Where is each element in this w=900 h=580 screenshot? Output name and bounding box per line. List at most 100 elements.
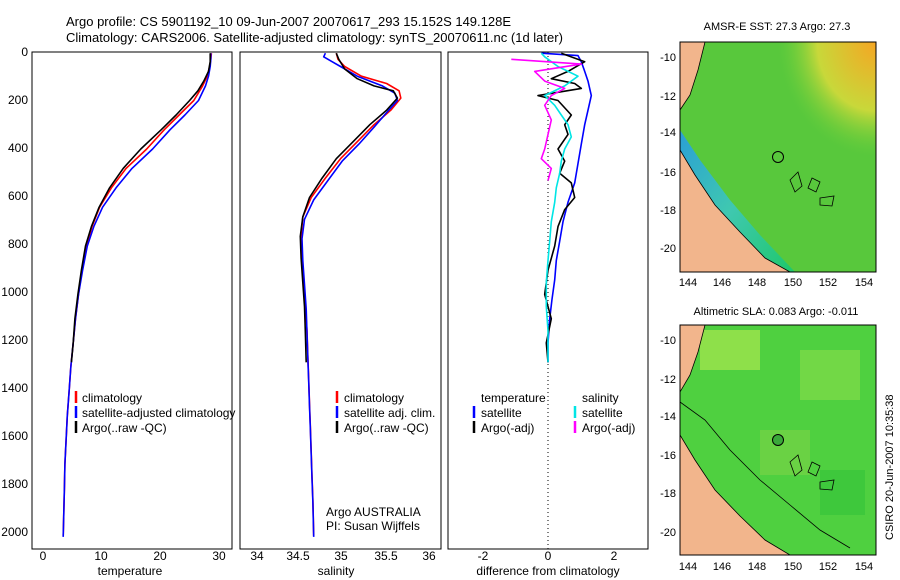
sst-map-lon-ticks: 144 146 148 150 152 154 [679,277,873,289]
legend-label-argo: Argo(..raw -QC) [82,421,167,435]
sla-queensland-land [680,434,791,555]
sla-map-lat-ticks: -10 -12 -14 -16 -18 -20 [660,335,676,539]
salinity-tick-34-5: 34.5 [286,549,310,563]
map-lon-tick: 148 [748,277,766,289]
sst-reef-islands [789,171,835,207]
sla-patch-north [700,330,760,370]
series-line-argo-raw-qc [70,53,211,363]
legend-title-temperature: temperature [481,391,546,405]
side-timestamp: CSIRO 20-Jun-2007 10:35:38 [884,394,896,540]
salinity-plot-frame [239,51,442,550]
sla-map-title: Altimetric SLA: 0.083 Argo: -0.011 [694,306,859,318]
map-lat-tick: -18 [660,205,676,217]
header-line-1: Argo profile: CS 5901192_10 09-Jun-2007 … [66,14,511,29]
map-lon-tick: 152 [819,277,837,289]
temperature-tick-30: 30 [212,549,226,563]
legend-label-climatology: climatology [82,391,142,405]
temperature-xlabel: temperature [98,564,163,578]
salinity-legend: climatology satellite adj. clim. Argo(..… [335,391,435,435]
map-lat-tick: -10 [660,335,676,347]
header-line-2: Climatology: CARS2006. Satellite-adjuste… [66,30,563,45]
map-lat-tick: -16 [660,450,676,462]
map-lon-tick: 154 [855,561,873,573]
salinity-tick-34: 34 [250,549,264,563]
depth-tick-200: 200 [8,93,28,107]
legend-label-satellite-adjusted: satellite-adjusted climatology [82,406,235,420]
salinity-tick-36: 36 [422,549,436,563]
map-lon-tick: 150 [784,561,802,573]
difference-tick-2: 2 [611,549,618,563]
difference-tick-minus-2: -2 [478,549,489,563]
depth-tick-labels: 0 200 400 600 800 1000 1200 1400 1600 18… [1,45,28,539]
argo-position-marker [772,151,784,163]
salinity-profile-plot: 34 34.5 35 35.5 36 climatology satellite… [239,51,442,578]
map-lon-tick: 154 [855,277,873,289]
temperature-plot-frame [31,51,233,550]
depth-tick-800: 800 [8,237,28,251]
temperature-tick-20: 20 [153,549,167,563]
map-lon-tick: 146 [713,561,731,573]
map-lat-tick: -12 [660,91,676,103]
salinity-x-ticks: 34 34.5 35 35.5 36 [250,549,436,563]
salinity-tick-35: 35 [334,549,348,563]
depth-tick-1800: 1800 [1,477,28,491]
sla-map: Altimetric SLA: 0.083 Argo: -0.011 -10 -… [660,306,877,573]
series-line-temperature-satellite [541,52,593,363]
salinity-series [299,52,402,537]
difference-series [511,52,593,363]
legend-label-temp-satellite: satellite [481,406,522,420]
depth-tick-600: 600 [8,189,28,203]
sst-map-lat-ticks: -10 -12 -14 -16 -18 -20 [660,52,676,255]
sla-map-frame [679,324,877,556]
map-lat-tick: -20 [660,243,676,255]
sst-map: AMSR-E SST: 27.3 Argo: 27.3 -10 -12 -14 … [660,21,877,289]
sla-reef-islands [789,454,835,491]
depth-tick-0: 0 [21,45,28,59]
argo-position-marker [772,434,784,446]
series-line-satellite-adj-clim [301,52,399,537]
legend-label-temp-argo: Argo(-adj) [481,421,534,435]
map-lon-tick: 148 [748,561,766,573]
difference-tick-0: 0 [545,549,552,563]
temperature-legend: climatology satellite-adjusted climatolo… [74,391,235,435]
temperature-tick-0: 0 [40,549,47,563]
legend-label-satellite-adj: satellite adj. clim. [344,406,435,420]
map-lat-tick: -14 [660,127,676,139]
temperature-tick-10: 10 [94,549,108,563]
depth-tick-1600: 1600 [1,429,28,443]
sst-cape-york-land [680,42,706,111]
sst-map-title: AMSR-E SST: 27.3 Argo: 27.3 [704,21,851,33]
map-lon-tick: 152 [819,561,837,573]
depth-tick-1000: 1000 [1,285,28,299]
map-lat-tick: -12 [660,374,676,386]
legend-label-sal-argo: Argo(-adj) [582,421,635,435]
map-lon-tick: 144 [679,277,697,289]
depth-tick-400: 400 [8,141,28,155]
sla-patch-east [800,350,860,400]
sst-queensland-land [680,149,791,272]
sst-map-frame [679,41,877,273]
sla-map-field [680,325,876,555]
legend-title-salinity: salinity [582,391,619,405]
map-lat-tick: -20 [660,527,676,539]
sla-patch-darker [820,470,865,515]
series-line-salinity-satellite [540,52,579,363]
argo-country-annotation: Argo AUSTRALIA [326,505,421,519]
legend-label-climatology: climatology [344,391,404,405]
sla-patch-south [760,430,810,475]
sla-cape-york-land [680,325,706,393]
map-lat-tick: -10 [660,52,676,64]
map-lon-tick: 144 [679,561,697,573]
difference-legend: temperature satellite Argo(-adj) salinit… [472,391,635,435]
argo-pi-annotation: PI: Susan Wijffels [326,519,420,533]
series-line-argo-raw-qc [299,52,399,363]
map-lon-tick: 146 [713,277,731,289]
depth-tick-1200: 1200 [1,333,28,347]
map-lat-tick: -16 [660,167,676,179]
salinity-xlabel: salinity [318,564,355,578]
series-line-salinity-argo-adj [511,58,583,181]
difference-x-ticks: -2 0 2 [478,549,618,563]
map-lat-tick: -18 [660,488,676,500]
sla-map-lon-ticks: 144 146 148 150 152 154 [679,561,873,573]
